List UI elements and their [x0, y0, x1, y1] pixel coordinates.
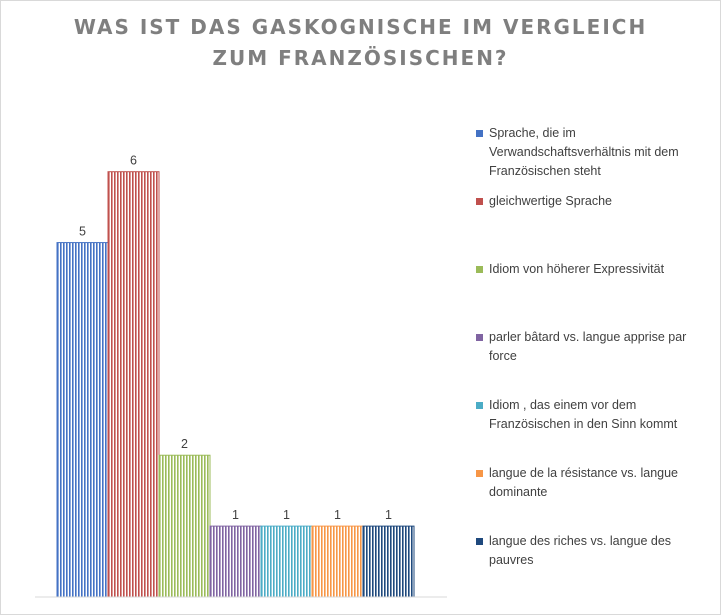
- bar-3: [158, 454, 211, 598]
- data-label-5: 1: [283, 508, 290, 522]
- data-label-6: 1: [334, 508, 341, 522]
- legend-item-5: Idiom , das einem vor dem Französischen …: [476, 396, 716, 434]
- data-label-7: 1: [385, 508, 392, 522]
- legend-swatch: [476, 334, 483, 341]
- legend-label: parler bâtard vs. langue apprise par for…: [489, 330, 687, 363]
- legend-item-1: Sprache, die im Verwandschaftsverhältnis…: [476, 124, 716, 181]
- chart-title-line-1: WAS IST DAS GASKOGNISCHE IM VERGLEICH: [73, 15, 648, 39]
- legend-swatch: [476, 402, 483, 409]
- legend-label: langue des riches vs. langue des pauvres: [489, 534, 672, 567]
- legend-label: langue de la résistance vs. langue domin…: [489, 466, 679, 499]
- legend-item-2: gleichwertige Sprache: [476, 192, 716, 211]
- legend-label: gleichwertige Sprache: [489, 194, 612, 208]
- bar-2: [107, 171, 160, 598]
- legend-swatch: [476, 538, 483, 545]
- chart-title: WAS IST DAS GASKOGNISCHE IM VERGLEICH ZU…: [0, 12, 721, 74]
- data-label-1: 5: [79, 225, 86, 239]
- data-label-3: 2: [181, 437, 188, 451]
- legend-swatch: [476, 130, 483, 137]
- legend-item-6: langue de la résistance vs. langue domin…: [476, 464, 716, 502]
- data-label-2: 6: [130, 154, 137, 168]
- legend-item-3: Idiom von höherer Expressivität: [476, 260, 716, 279]
- legend-swatch: [476, 266, 483, 273]
- bar-5: [260, 525, 313, 598]
- legend-item-7: langue des riches vs. langue des pauvres: [476, 532, 716, 570]
- bar-7: [362, 525, 415, 598]
- legend-label: Idiom von höherer Expressivität: [489, 262, 665, 276]
- bar-6: [311, 525, 364, 598]
- data-label-4: 1: [232, 508, 239, 522]
- legend-label: Sprache, die im Verwandschaftsverhältnis…: [489, 126, 679, 178]
- legend-swatch: [476, 198, 483, 205]
- legend-swatch: [476, 470, 483, 477]
- bar-4: [209, 525, 262, 598]
- legend-label: Idiom , das einem vor dem Französischen …: [489, 398, 678, 431]
- bar-1: [56, 242, 109, 598]
- chart-title-line-2: ZUM FRANZÖSISCHEN?: [212, 46, 509, 70]
- legend-item-4: parler bâtard vs. langue apprise par for…: [476, 328, 716, 366]
